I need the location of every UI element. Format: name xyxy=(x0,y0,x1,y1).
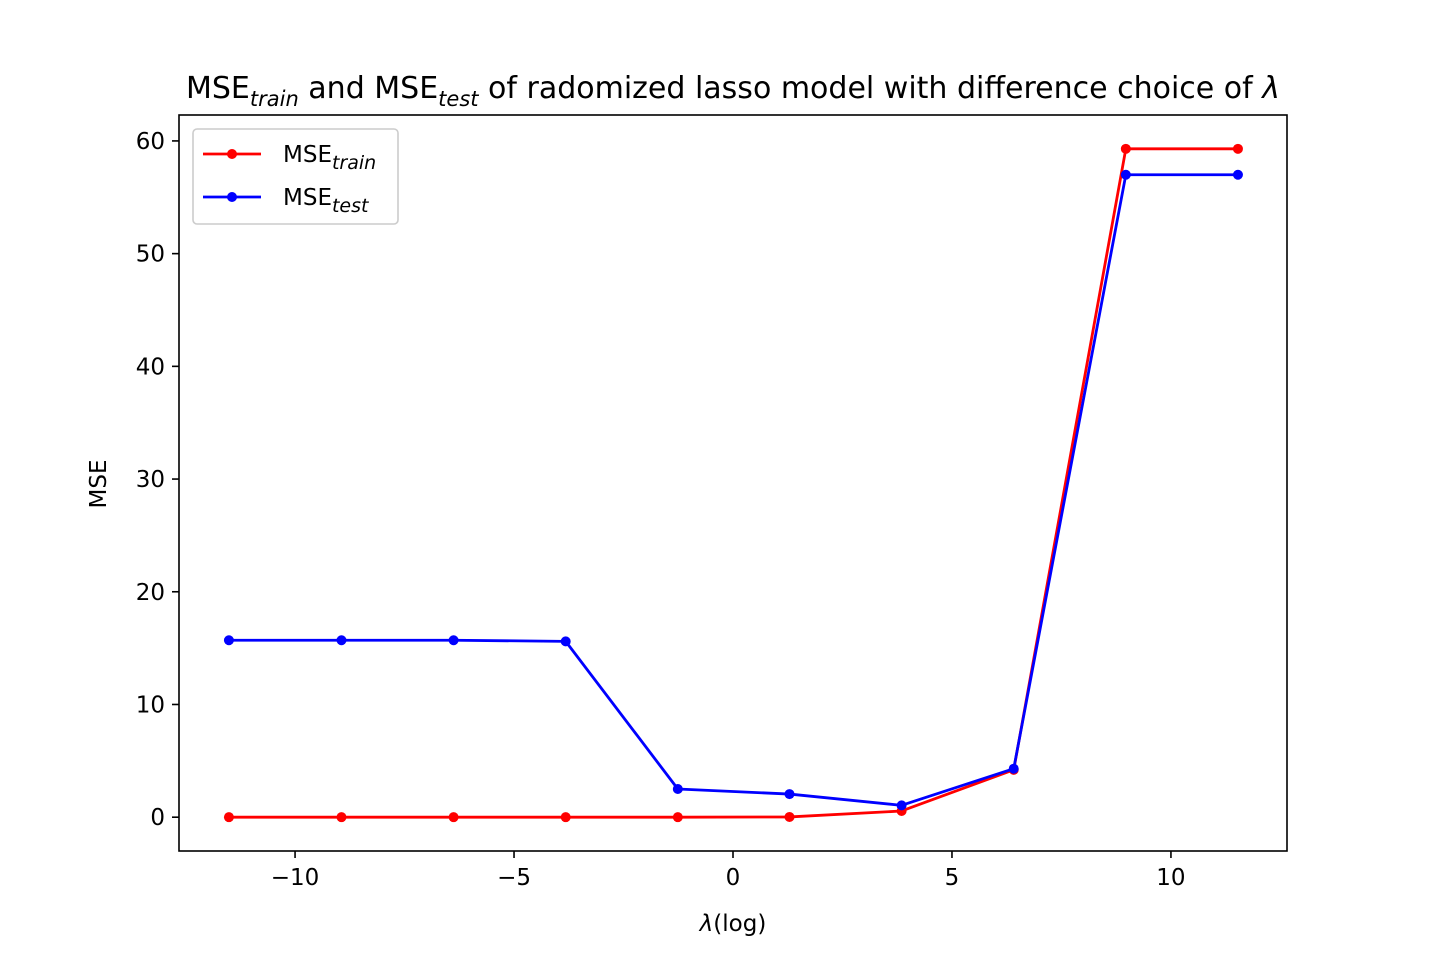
series-line-train xyxy=(228,147,1238,819)
title-part2-main: and MSE xyxy=(299,71,438,106)
x-axis-label: λ(log) xyxy=(698,911,767,937)
title-part2-sub: test xyxy=(438,87,479,111)
data-point-test xyxy=(672,784,683,795)
data-point-train xyxy=(784,811,795,822)
y-axis: 0 10 20 30 40 50 60 xyxy=(136,129,179,831)
y-tick-label: 0 xyxy=(150,805,165,831)
y-tick-label: 60 xyxy=(136,129,165,155)
data-point-train xyxy=(336,812,347,823)
y-tick-label: 50 xyxy=(136,242,165,268)
data-point-test xyxy=(1232,169,1243,180)
x-tick-label: −5 xyxy=(497,865,531,891)
data-point-train xyxy=(448,812,459,823)
y-tick-label: 20 xyxy=(136,580,165,606)
x-tick-label: −10 xyxy=(271,865,320,891)
data-point-test xyxy=(560,636,571,647)
legend-marker-test xyxy=(227,192,237,202)
x-tick-label: 10 xyxy=(1156,865,1185,891)
title-lambda-symbol: λ xyxy=(1260,71,1280,106)
series-layer xyxy=(223,143,1243,823)
legend-label-train: MSEtrain xyxy=(283,142,376,174)
data-point-test xyxy=(1120,169,1131,180)
data-point-train xyxy=(560,812,571,823)
legend-label-test: MSEtest xyxy=(283,185,370,217)
data-point-test xyxy=(1008,763,1019,774)
data-point-test xyxy=(896,800,907,811)
legend-marker-train xyxy=(227,149,237,159)
data-point-train xyxy=(672,812,683,823)
title-part1-sub: train xyxy=(250,87,299,111)
x-tick-label: 5 xyxy=(945,865,960,891)
x-tick-label: 0 xyxy=(726,865,741,891)
x-axis-label-symbol: λ xyxy=(698,911,714,937)
legend: MSEtrain MSEtest xyxy=(192,128,399,225)
data-point-test xyxy=(784,789,795,800)
x-axis-label-text: (log) xyxy=(713,911,766,937)
title-part3-main: of radomized lasso model with difference… xyxy=(479,71,1263,106)
title-part1-main: MSE xyxy=(186,71,250,106)
y-tick-label: 10 xyxy=(136,692,165,718)
chart-title: MSEtrain and MSEtest of radomized lasso … xyxy=(186,71,1280,111)
y-tick-label: 40 xyxy=(136,354,165,380)
y-axis-label: MSE xyxy=(86,460,112,509)
plot-area xyxy=(178,114,1288,852)
x-axis: −10 −5 0 5 10 xyxy=(271,851,1186,891)
data-point-train xyxy=(223,812,234,823)
series-line-test xyxy=(228,173,1238,807)
data-point-test xyxy=(448,635,459,646)
data-point-test xyxy=(336,635,347,646)
data-point-train xyxy=(1232,143,1243,154)
data-point-train xyxy=(1120,143,1131,154)
y-tick-label: 30 xyxy=(136,467,165,493)
data-point-test xyxy=(223,635,234,646)
